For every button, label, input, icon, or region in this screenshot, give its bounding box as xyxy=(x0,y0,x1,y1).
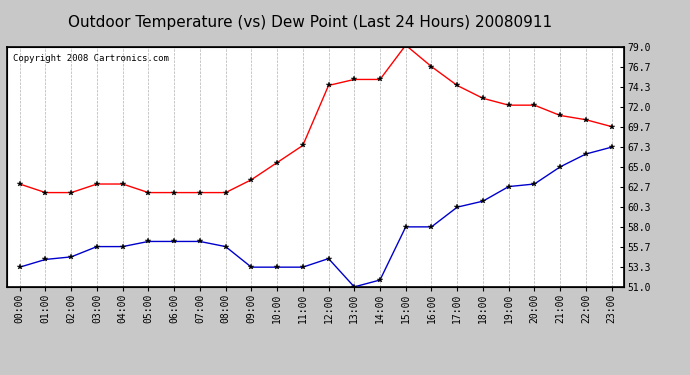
Text: Outdoor Temperature (vs) Dew Point (Last 24 Hours) 20080911: Outdoor Temperature (vs) Dew Point (Last… xyxy=(68,15,553,30)
Text: Copyright 2008 Cartronics.com: Copyright 2008 Cartronics.com xyxy=(13,54,169,63)
